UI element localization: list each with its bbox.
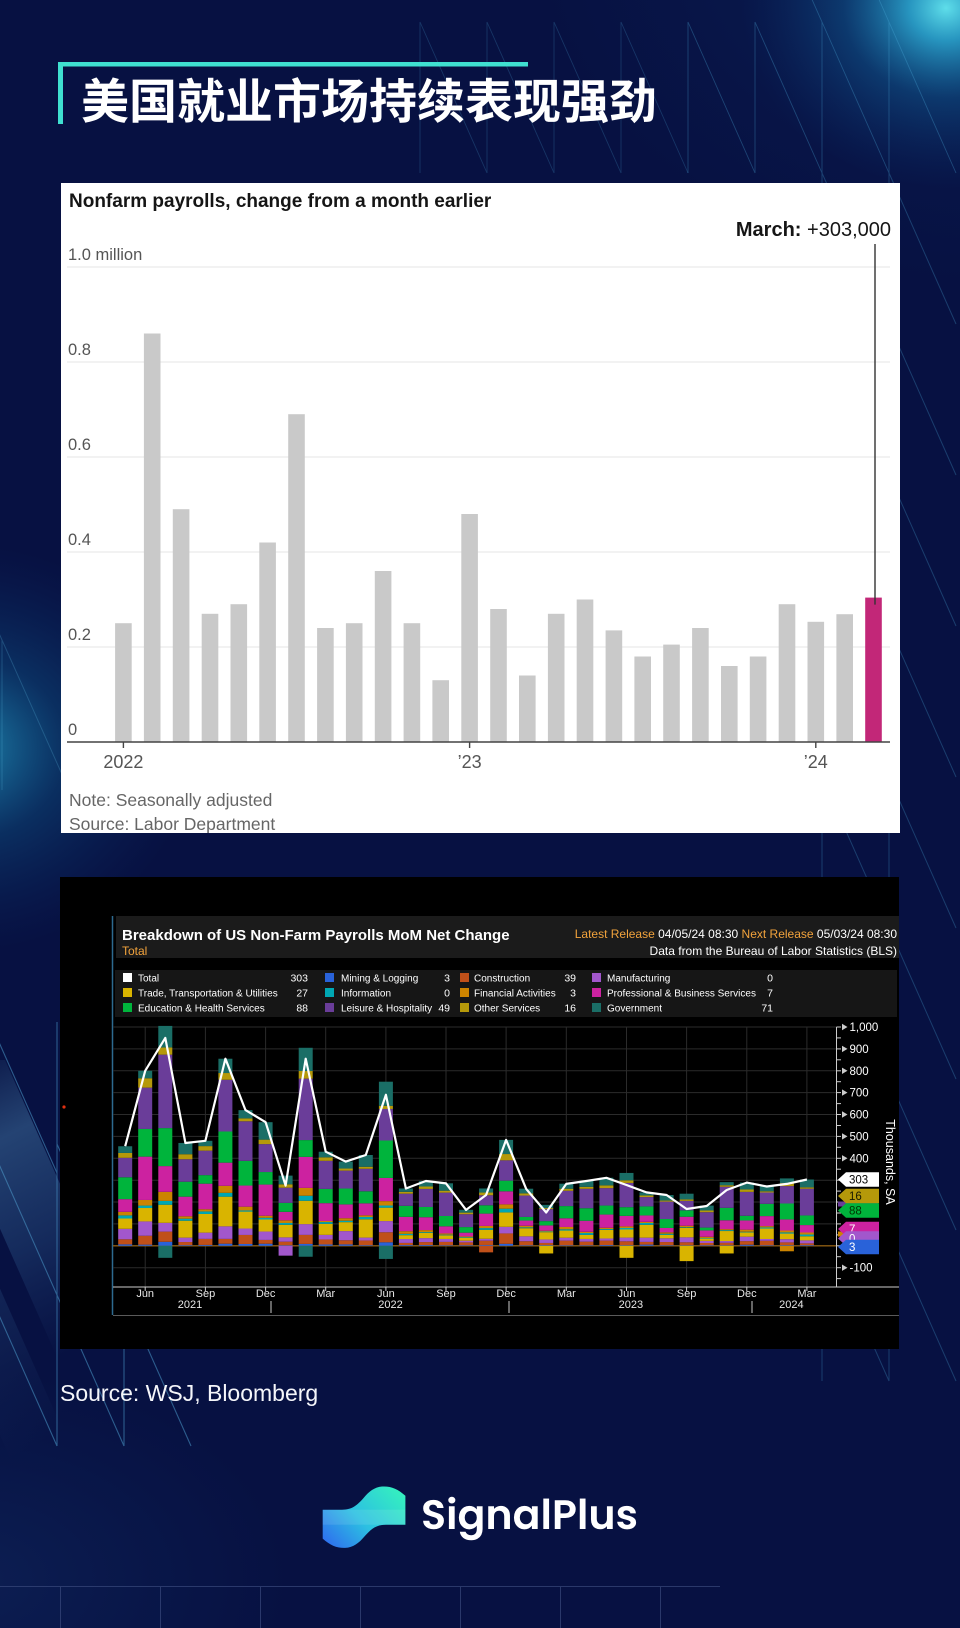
svg-text:Source: Labor Department: Source: Labor Department	[69, 814, 275, 833]
svg-text:Manufacturing: Manufacturing	[607, 974, 670, 985]
svg-text:Sep: Sep	[677, 1288, 697, 1300]
svg-text:Sep: Sep	[196, 1288, 216, 1300]
svg-text:Sep: Sep	[436, 1288, 456, 1300]
svg-text:900: 900	[850, 1044, 869, 1056]
svg-text:2024: 2024	[779, 1299, 803, 1311]
svg-text:Source: WSJ, Bloomberg: Source: WSJ, Bloomberg	[60, 1380, 318, 1406]
svg-text:500: 500	[850, 1131, 869, 1143]
svg-text:49: 49	[438, 1003, 450, 1015]
svg-text:2022: 2022	[378, 1299, 402, 1311]
svg-text:800: 800	[850, 1066, 869, 1078]
svg-text:7: 7	[849, 1224, 855, 1236]
svg-text:3: 3	[849, 1242, 855, 1254]
svg-text:Mar: Mar	[316, 1288, 335, 1300]
svg-text:3: 3	[570, 988, 576, 1000]
svg-text:88: 88	[849, 1206, 862, 1218]
svg-text:Construction: Construction	[474, 974, 530, 985]
svg-text:Jun: Jun	[136, 1288, 154, 1300]
svg-text:’24: ’24	[804, 752, 828, 772]
svg-text:Total: Total	[122, 944, 147, 958]
svg-text:0.8: 0.8	[68, 341, 91, 359]
svg-text:Leisure & Hospitality: Leisure & Hospitality	[341, 1004, 432, 1015]
svg-text:Data from the Bureau of Labor: Data from the Bureau of Labor Statistics…	[650, 944, 897, 958]
svg-text:400: 400	[850, 1153, 869, 1165]
svg-text:71: 71	[761, 1003, 773, 1015]
svg-text:7: 7	[767, 988, 773, 1000]
svg-text:39: 39	[564, 973, 576, 985]
svg-text:Mining & Logging: Mining & Logging	[341, 974, 418, 985]
svg-text:Breakdown of US Non-Farm Payro: Breakdown of US Non-Farm Payrolls MoM Ne…	[122, 927, 510, 944]
svg-text:Thousands, SA: Thousands, SA	[883, 1119, 897, 1205]
svg-text:0: 0	[68, 721, 77, 739]
svg-text:Dec: Dec	[256, 1288, 276, 1300]
svg-text:303: 303	[290, 973, 308, 985]
svg-text:Note: Seasonally adjusted: Note: Seasonally adjusted	[69, 790, 272, 810]
svg-text:Latest Release 04/05/24 08:30: Latest Release 04/05/24 08:30 Next Relea…	[575, 927, 898, 941]
svg-text:Information: Information	[341, 989, 391, 1000]
svg-text:3: 3	[444, 973, 450, 985]
svg-text:Mar: Mar	[557, 1288, 576, 1300]
svg-text:Nonfarm payrolls, change from: Nonfarm payrolls, change from a month ea…	[69, 191, 492, 212]
svg-text:1,000: 1,000	[850, 1022, 879, 1034]
svg-text:700: 700	[850, 1088, 869, 1100]
svg-text:16: 16	[849, 1191, 862, 1203]
svg-text:303: 303	[849, 1175, 868, 1187]
svg-text:Dec: Dec	[496, 1288, 516, 1300]
svg-text:0.2: 0.2	[68, 626, 91, 644]
svg-text:Mar: Mar	[797, 1288, 816, 1300]
svg-text:Total: Total	[138, 974, 159, 985]
svg-text:Trade, Transportation & Utilit: Trade, Transportation & Utilities	[138, 989, 278, 1000]
svg-text:Education & Health Services: Education & Health Services	[138, 1004, 265, 1015]
svg-text:Jun: Jun	[377, 1288, 395, 1300]
svg-text:Other Services: Other Services	[474, 1004, 540, 1015]
svg-text:-100: -100	[850, 1263, 873, 1275]
svg-text:March: +303,000: March: +303,000	[736, 219, 891, 241]
svg-text:Financial Activities: Financial Activities	[474, 989, 556, 1000]
svg-text:’23: ’23	[458, 752, 482, 772]
svg-text:27: 27	[296, 988, 308, 1000]
svg-text:Jun: Jun	[618, 1288, 636, 1300]
svg-text:16: 16	[564, 1003, 576, 1015]
svg-text:2023: 2023	[619, 1299, 643, 1311]
svg-text:Professional & Business Servic: Professional & Business Services	[607, 989, 756, 1000]
svg-text:0: 0	[767, 973, 773, 985]
svg-text:0.6: 0.6	[68, 436, 91, 454]
svg-text:2021: 2021	[178, 1299, 202, 1311]
svg-text:1.0 million: 1.0 million	[68, 246, 142, 264]
svg-text:88: 88	[296, 1003, 308, 1015]
svg-text:0: 0	[444, 988, 450, 1000]
svg-text:Government: Government	[607, 1004, 662, 1015]
svg-text:Dec: Dec	[737, 1288, 757, 1300]
svg-text:0.4: 0.4	[68, 531, 91, 549]
svg-text:2022: 2022	[103, 752, 143, 772]
svg-text:600: 600	[850, 1110, 869, 1122]
